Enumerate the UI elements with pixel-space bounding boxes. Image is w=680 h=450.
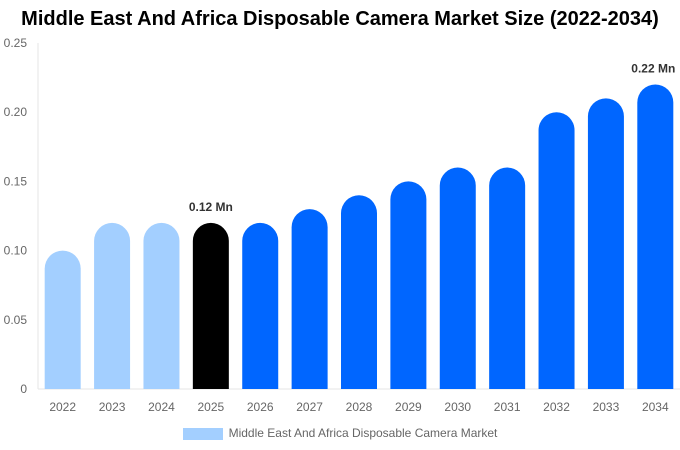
x-tick-label: 2023 bbox=[99, 400, 126, 414]
x-tick-label: 2032 bbox=[543, 400, 570, 414]
bar-2024 bbox=[143, 222, 180, 389]
x-tick-label: 2026 bbox=[247, 400, 274, 414]
legend-label: Middle East And Africa Disposable Camera… bbox=[228, 426, 498, 440]
bar-2032 bbox=[538, 112, 575, 389]
bar-2028 bbox=[341, 195, 377, 389]
bar-2033 bbox=[587, 98, 624, 390]
y-tick-label: 0.10 bbox=[4, 244, 28, 258]
x-tick-label: 2024 bbox=[148, 400, 175, 414]
bar-2025 bbox=[192, 222, 229, 389]
bar-2026 bbox=[242, 222, 279, 389]
x-tick-label: 2025 bbox=[197, 400, 224, 414]
bar-2027 bbox=[291, 209, 328, 389]
legend-swatch bbox=[182, 427, 223, 440]
bar-2031 bbox=[489, 167, 526, 389]
legend: Middle East And Africa Disposable Camera… bbox=[0, 426, 680, 440]
x-tick-label: 2034 bbox=[642, 400, 669, 414]
x-tick-label: 2033 bbox=[593, 400, 620, 414]
y-tick-label: 0.15 bbox=[4, 174, 28, 188]
bar-2030 bbox=[439, 167, 476, 389]
x-tick-label: 2030 bbox=[444, 400, 471, 414]
data-label: 0.22 Mn bbox=[631, 62, 675, 76]
bar-2029 bbox=[390, 181, 427, 389]
y-tick-label: 0.20 bbox=[4, 105, 28, 119]
x-tick-label: 2031 bbox=[494, 400, 521, 414]
x-tick-label: 2028 bbox=[346, 400, 373, 414]
x-tick-label: 2027 bbox=[296, 400, 323, 414]
bar-2022 bbox=[44, 250, 81, 389]
y-tick-label: 0.05 bbox=[4, 313, 28, 327]
bar-2034 bbox=[637, 84, 674, 390]
x-tick-label: 2029 bbox=[395, 400, 422, 414]
bar-2023 bbox=[94, 222, 131, 389]
y-tick-label: 0.25 bbox=[4, 36, 28, 50]
data-label: 0.12 Mn bbox=[189, 200, 233, 214]
chart-title: Middle East And Africa Disposable Camera… bbox=[21, 8, 659, 30]
x-tick-label: 2022 bbox=[49, 400, 76, 414]
y-tick-label: 0 bbox=[20, 382, 27, 396]
